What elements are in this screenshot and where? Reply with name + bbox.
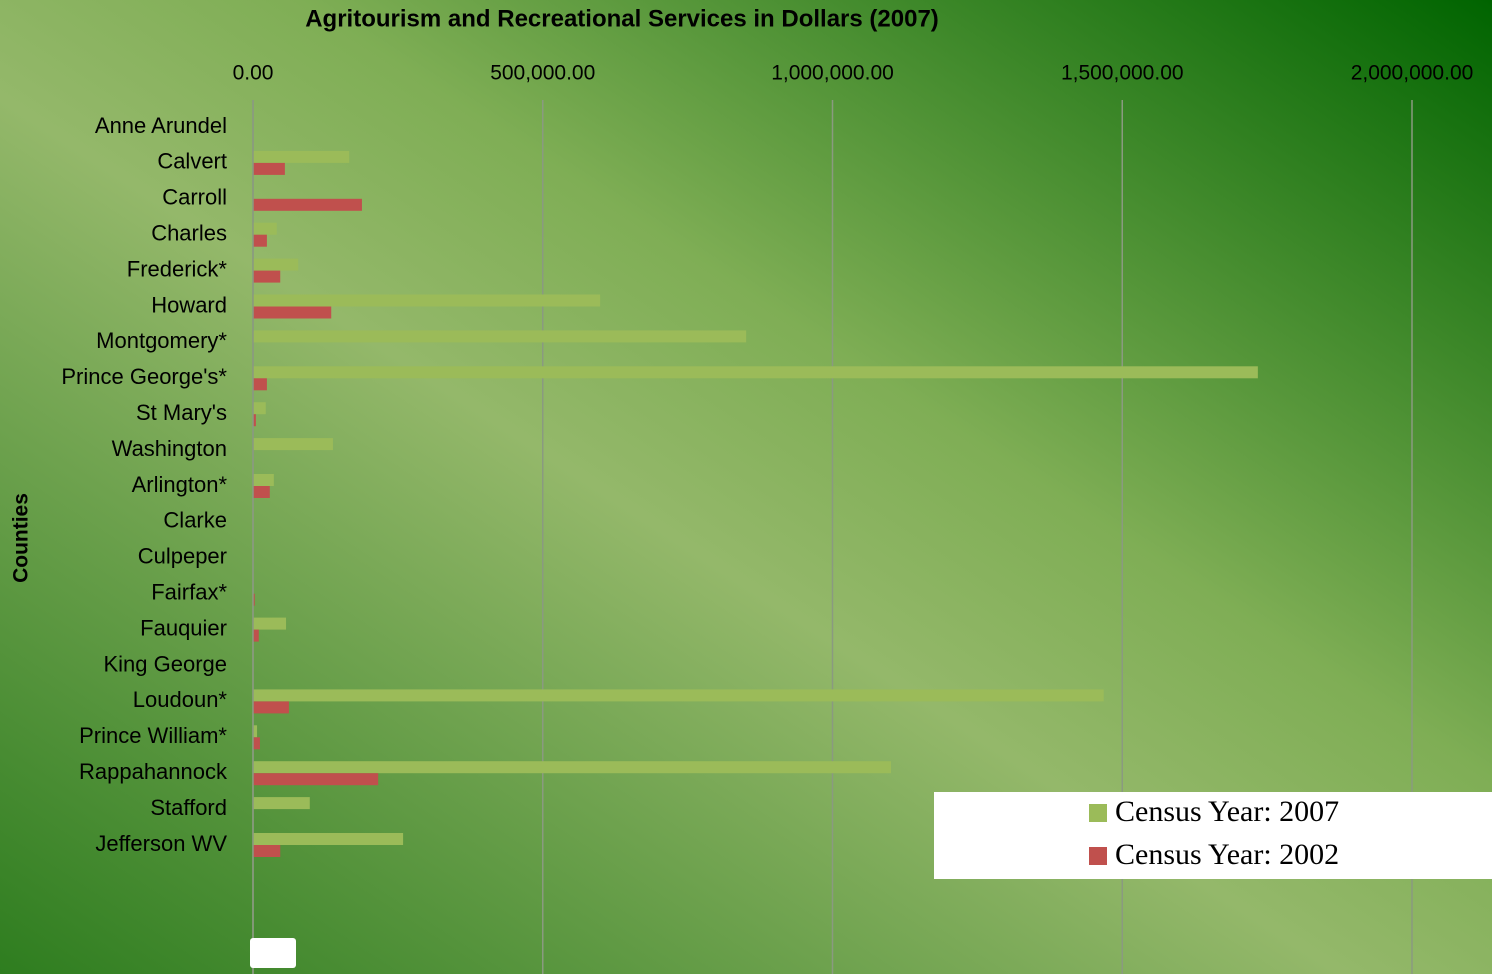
bar bbox=[253, 150, 350, 163]
x-tick-label: 1,500,000.00 bbox=[1061, 62, 1184, 85]
y-tick-label: Frederick* bbox=[127, 256, 228, 281]
y-tick-label: King George bbox=[103, 651, 227, 676]
y-tick-label: Clarke bbox=[163, 508, 227, 533]
decoration bbox=[250, 938, 296, 968]
bar bbox=[253, 234, 267, 247]
bar bbox=[253, 725, 258, 738]
chart-title: Agritourism and Recreational Services in… bbox=[305, 5, 939, 32]
y-tick-label: Prince William* bbox=[79, 723, 227, 748]
bar bbox=[253, 162, 285, 175]
bar bbox=[253, 689, 1104, 702]
y-tick-label: Montgomery* bbox=[96, 328, 227, 353]
y-tick-label: Culpeper bbox=[138, 544, 227, 569]
bar bbox=[253, 845, 281, 857]
bar bbox=[253, 270, 281, 283]
x-tick-label: 0.00 bbox=[233, 62, 274, 85]
y-tick-label: Calvert bbox=[157, 149, 227, 174]
bar bbox=[253, 222, 277, 235]
bar bbox=[253, 833, 404, 845]
bar bbox=[253, 306, 332, 319]
y-tick-label: Jefferson WV bbox=[95, 831, 227, 856]
bar bbox=[253, 258, 299, 271]
y-tick-label: Loudoun* bbox=[133, 687, 228, 712]
y-tick-label: Howard bbox=[151, 292, 227, 317]
bar bbox=[253, 737, 260, 750]
x-tick-label: 500,000.00 bbox=[490, 62, 595, 85]
bar bbox=[253, 486, 270, 498]
x-tick-label: 2,000,000.00 bbox=[1351, 62, 1474, 85]
bar bbox=[253, 593, 255, 606]
bars bbox=[252, 100, 1258, 974]
bar bbox=[253, 378, 267, 391]
bar bbox=[253, 797, 310, 810]
legend-label: Census Year: 2007 bbox=[1115, 795, 1339, 828]
bar bbox=[253, 414, 256, 427]
y-tick-label: Charles bbox=[151, 221, 227, 246]
bar bbox=[253, 629, 259, 642]
bar bbox=[253, 330, 747, 343]
bar bbox=[253, 366, 1258, 379]
y-tick-label: Washington bbox=[112, 436, 227, 461]
y-tick-label: Prince George's* bbox=[61, 364, 227, 389]
bar bbox=[253, 761, 892, 774]
y-tick-label: Fauquier bbox=[140, 615, 227, 640]
y-tick-label: Anne Arundel bbox=[95, 113, 227, 138]
bar bbox=[253, 402, 266, 415]
legend-box bbox=[934, 792, 1492, 879]
bar bbox=[253, 701, 289, 714]
bar bbox=[253, 198, 362, 211]
bar bbox=[253, 617, 287, 630]
bar bbox=[253, 474, 274, 486]
y-tick-label: St Mary's bbox=[136, 400, 227, 425]
y-tick-label: Fairfax* bbox=[151, 580, 227, 605]
y-tick-label: Arlington* bbox=[132, 472, 228, 497]
legend-swatch bbox=[1089, 804, 1107, 822]
bar bbox=[253, 294, 601, 307]
y-tick-label: Carroll bbox=[162, 185, 227, 210]
bar bbox=[253, 438, 333, 451]
y-axis-label: Counties bbox=[10, 493, 33, 583]
y-tick-label: Rappahannock bbox=[79, 759, 228, 784]
legend: Census Year: 2007 Census Year: 2002 bbox=[934, 792, 1492, 879]
y-tick-label: Stafford bbox=[150, 795, 227, 820]
x-tick-label: 1,000,000.00 bbox=[771, 62, 894, 85]
bar bbox=[253, 773, 379, 786]
legend-swatch bbox=[1089, 847, 1107, 865]
legend-label: Census Year: 2002 bbox=[1115, 838, 1339, 871]
